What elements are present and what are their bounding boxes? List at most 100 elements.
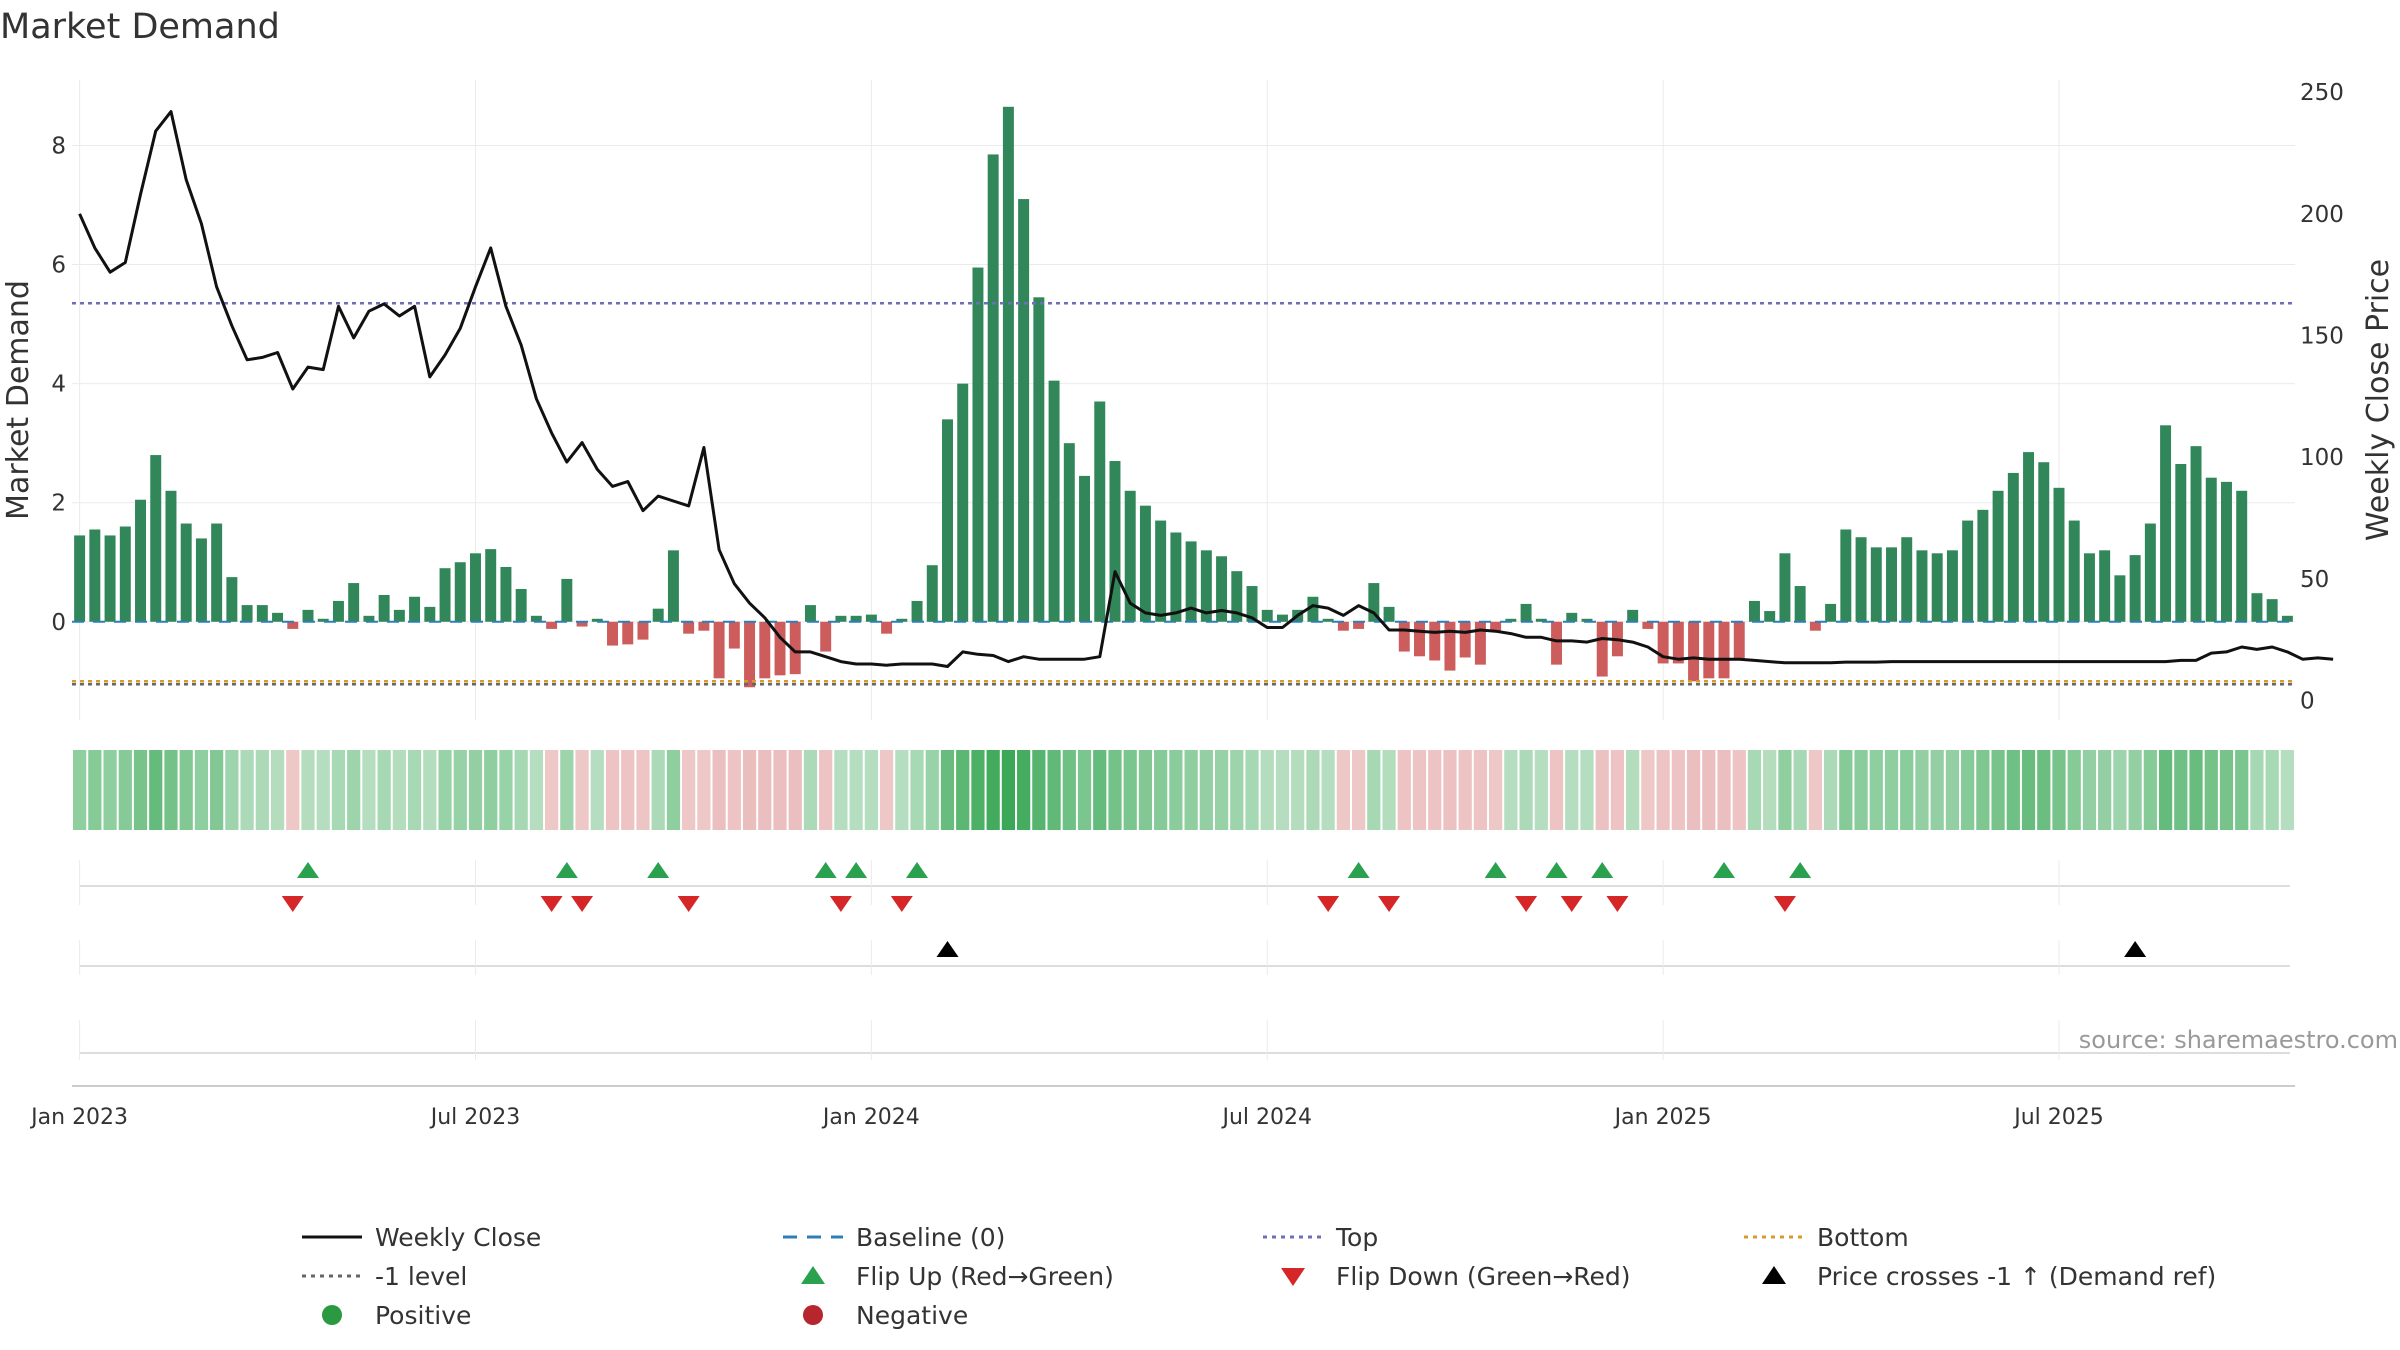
legend-label: Top (1335, 1223, 1378, 1252)
demand-bar (2083, 553, 2095, 622)
weekly-close-line (78, 110, 2334, 668)
demand-bar (2007, 472, 2019, 622)
demand-bar (881, 621, 893, 634)
heatmap-cell (651, 750, 665, 830)
demand-bar (728, 621, 740, 649)
heatmap-cell (1473, 750, 1488, 830)
heatmap-cell (1412, 750, 1427, 830)
demand-bar (1931, 553, 1943, 622)
legend-item: -1 level (302, 1262, 467, 1291)
heatmap-cell (682, 750, 696, 830)
heatmap-cell (1656, 750, 1670, 830)
demand-bar (1322, 618, 1334, 622)
x-tick-label: Jan 2025 (1613, 1105, 1712, 1130)
heatmap-cell (1397, 750, 1411, 830)
demand-bar (1474, 621, 1486, 665)
heatmap-cell (2052, 750, 2066, 830)
demand-bar (119, 526, 131, 622)
legend-label: Weekly Close (375, 1223, 541, 1252)
heatmap-cell (819, 750, 833, 830)
legend-item: Negative (803, 1301, 968, 1330)
legend-label: Negative (856, 1301, 968, 1330)
flip-down-marker (540, 896, 563, 912)
demand-bar (1916, 550, 1928, 622)
demand-bar (1490, 621, 1502, 631)
legend-label: Baseline (0) (856, 1223, 1005, 1252)
y-tick-label: 0 (51, 610, 66, 636)
heatmap-cell (1443, 750, 1457, 830)
x-tick-label: Jan 2024 (821, 1105, 920, 1130)
heatmap-cell (1336, 750, 1350, 830)
price-cross-marker (936, 941, 959, 957)
demand-heatmap (73, 750, 2294, 830)
heatmap-cell (2158, 750, 2173, 830)
heatmap-cell (2128, 750, 2142, 830)
legend-item: Weekly Close (302, 1223, 541, 1252)
heatmap-cell (1519, 750, 1533, 830)
demand-bar (2129, 555, 2141, 622)
legend-label: -1 level (375, 1262, 467, 1291)
demand-bar (1094, 401, 1106, 622)
heatmap-cell (103, 750, 117, 830)
legend-item: Bottom (1744, 1223, 1909, 1252)
y2-tick-label: 150 (2300, 324, 2344, 350)
demand-bar (683, 621, 695, 634)
demand-bar (1566, 612, 1578, 622)
demand-bar (1170, 532, 1182, 622)
heatmap-cell (1260, 750, 1274, 830)
demand-bar (1551, 621, 1563, 665)
demand-bar (363, 615, 375, 622)
source-label: source: sharemaestro.com (2079, 1026, 2398, 1054)
heatmap-cell (1199, 750, 1213, 830)
demand-bar (1414, 621, 1425, 657)
heatmap-cell (636, 750, 650, 830)
heatmap-cell (1747, 750, 1762, 830)
heatmap-cell (1093, 750, 1107, 830)
heatmap-cell (742, 750, 757, 830)
demand-bar (1337, 621, 1349, 631)
demand-bar (561, 578, 573, 622)
demand-bar (850, 615, 862, 622)
demand-bar (1200, 550, 1212, 622)
heatmap-cell (118, 750, 132, 830)
legend-symbol (322, 1305, 342, 1325)
x-tick-label: Jul 2024 (1220, 1105, 1312, 1130)
demand-bar (759, 621, 771, 679)
heatmap-cell (621, 750, 635, 830)
heatmap-cell (605, 750, 620, 830)
demand-bar (804, 605, 816, 622)
flip-down-marker (281, 896, 304, 912)
heatmap-cell (423, 750, 437, 830)
heatmap-cell (362, 750, 376, 830)
demand-bar (1794, 586, 1806, 622)
heatmap-cell (2143, 750, 2157, 830)
demand-bar (530, 615, 542, 622)
flip-up-marker (555, 862, 578, 878)
demand-bar (1596, 621, 1608, 677)
heatmap-cell (438, 750, 452, 830)
heatmap-cell (864, 750, 878, 830)
heatmap-cell (1169, 750, 1183, 830)
legend-symbol (803, 1305, 823, 1325)
heatmap-cell (1351, 750, 1366, 830)
heatmap-cell (1976, 750, 1990, 830)
heatmap-cell (1549, 750, 1564, 830)
demand-bar (485, 549, 497, 622)
demand-bar (1809, 621, 1821, 631)
heatmap-cell (849, 750, 863, 830)
demand-bar (1886, 547, 1897, 622)
heatmap-cell (286, 750, 300, 830)
demand-bar (1946, 550, 1958, 622)
demand-bar (1216, 556, 1228, 622)
demand-bar (1231, 571, 1243, 622)
demand-bar (180, 523, 192, 622)
heatmap-cell (1671, 750, 1685, 830)
demand-bar (2190, 446, 2202, 622)
demand-bar (332, 600, 344, 622)
demand-bar (1368, 583, 1380, 622)
heatmap-cell (1367, 750, 1381, 830)
legend-label: Flip Down (Green→Red) (1336, 1262, 1631, 1291)
demand-bar (546, 621, 558, 629)
heatmap-cell (910, 750, 924, 830)
